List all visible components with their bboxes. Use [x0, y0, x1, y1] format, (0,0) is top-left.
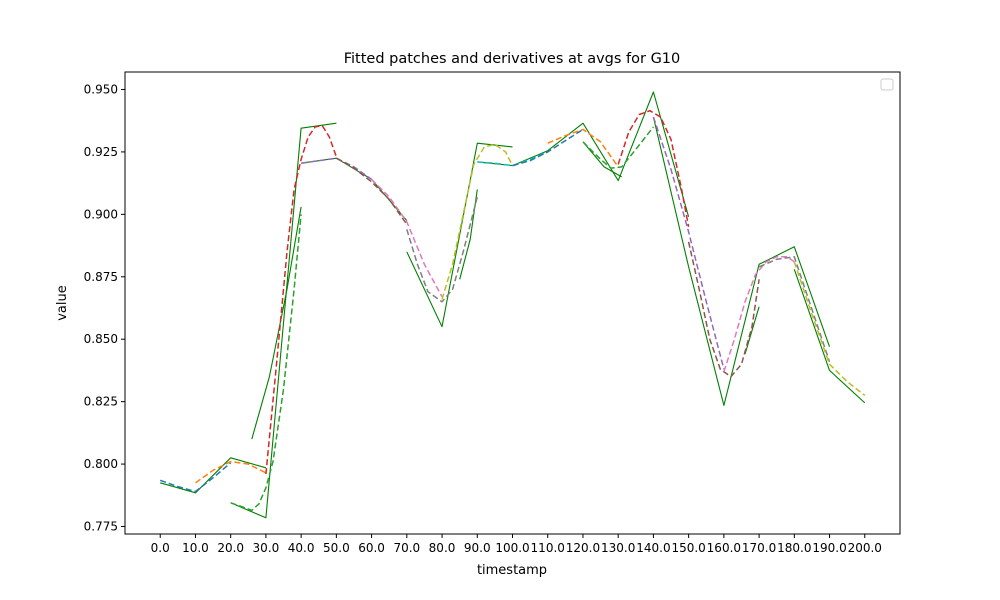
x-tick-label: 60.0: [358, 541, 385, 555]
x-tick-label: 40.0: [288, 541, 315, 555]
series-line-0: [160, 457, 267, 494]
series-line-7: [336, 157, 408, 225]
x-tick-label: 170.0: [742, 541, 776, 555]
y-tick-label: 0.900: [84, 207, 118, 221]
y-tick-label: 0.875: [84, 270, 118, 284]
series-line-1: [744, 306, 760, 355]
series-line-14: [582, 126, 654, 169]
series-line-0: [230, 122, 337, 519]
x-tick-label: 200.0: [848, 541, 882, 555]
series-line-0: [652, 116, 831, 406]
series-line-11: [477, 151, 548, 167]
series-line-13: [547, 128, 619, 168]
series-line-3: [195, 460, 267, 484]
series-line-19: [758, 256, 831, 362]
series-line-2: [159, 462, 232, 493]
series-line-0: [793, 269, 866, 404]
plot-frame: [124, 71, 901, 535]
series-line-1: [582, 141, 622, 178]
y-tick-label: 0.850: [84, 332, 118, 346]
x-tick-label: 10.0: [182, 541, 209, 555]
x-tick-label: 100.0: [495, 541, 529, 555]
series-layer: [159, 91, 866, 519]
legend-box: [880, 78, 894, 91]
y-axis-label: value: [55, 285, 70, 321]
y-tick-label: 0.775: [84, 520, 118, 534]
series-line-9: [406, 196, 479, 303]
series-line-17: [687, 241, 760, 378]
y-tick-label: 0.825: [84, 395, 118, 409]
x-tick-label: 180.0: [777, 541, 811, 555]
series-line-10: [441, 143, 514, 300]
y-tick-label: 0.800: [84, 457, 118, 471]
x-axis-label: timestamp: [477, 563, 547, 578]
series-line-8: [371, 178, 443, 298]
series-line-18: [723, 256, 795, 372]
series-line-16: [652, 116, 725, 370]
series-line-5: [265, 124, 338, 475]
x-tick-label: 0.0: [151, 541, 170, 555]
x-tick-label: 120.0: [566, 541, 600, 555]
x-tick-label: 80.0: [429, 541, 456, 555]
series-line-20: [793, 261, 866, 396]
series-line-6: [300, 157, 373, 181]
x-tick-label: 30.0: [253, 541, 280, 555]
x-tick-label: 70.0: [393, 541, 420, 555]
x-tick-label: 150.0: [671, 541, 705, 555]
x-tick-label: 90.0: [464, 541, 491, 555]
series-line-0: [406, 142, 513, 328]
series-line-4: [230, 214, 302, 512]
chart-title: Fitted patches and derivatives at avgs f…: [344, 51, 681, 67]
x-tick-label: 130.0: [601, 541, 635, 555]
x-tick-label: 160.0: [707, 541, 741, 555]
y-axis-ticks: 0.775 0.800 0.825 0.850 0.875 0.900 0.925 0.950: [84, 82, 125, 534]
x-tick-label: 20.0: [217, 541, 244, 555]
series-line-0: [477, 91, 690, 217]
y-tick-label: 0.925: [84, 145, 118, 159]
x-tick-label: 110.0: [531, 541, 565, 555]
x-tick-label: 140.0: [636, 541, 670, 555]
series-line-15: [617, 109, 690, 227]
series-line-1: [459, 189, 478, 280]
series-line-1: [251, 206, 302, 440]
x-axis-ticks: 0.0 10.0 20.0 30.0 40.0 50.0 60.0 70.0 80.0 90.0 1…: [151, 534, 882, 555]
y-tick-label: 0.950: [84, 82, 118, 96]
x-tick-label: 50.0: [323, 541, 350, 555]
x-tick-label: 190.0: [812, 541, 846, 555]
series-line-12: [512, 128, 584, 167]
